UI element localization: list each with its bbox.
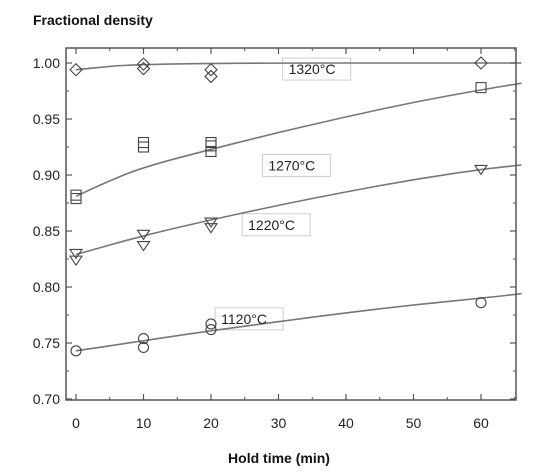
y-tick-label: 0.80 [33,279,60,295]
triangle-down-marker [203,217,219,229]
y-tick-label: 1.00 [33,55,60,71]
circle-marker [70,345,82,357]
curve-label: 1270°C [268,157,315,173]
x-tick-label: 10 [136,415,152,431]
y-tick-label: 0.95 [33,111,60,127]
axes: 0.70 0.75 0.80 0.85 0.90 0.95 1.00 0 10 20 30 40 50 6… [33,47,530,442]
curve-label: 1320°C [289,61,336,77]
x-tick-label: 30 [271,415,287,431]
fit-curve [75,62,522,71]
curve-label-box [241,213,311,237]
x-tick-label: 50 [406,415,422,431]
diamond-marker [136,57,151,71]
triangle-down-marker [68,248,84,260]
x-tick-label: 0 [72,415,80,431]
triangle-down-marker [473,164,489,176]
curve-label-boxes [214,57,352,331]
circle-marker [137,332,150,345]
square-marker [70,189,82,201]
triangle-down-marker [136,241,151,252]
x-tick-label: 40 [338,415,354,431]
fit-curves [75,62,522,352]
diamond-marker [69,62,83,77]
circle-marker [137,341,150,354]
y-axis-label-panel [14,0,189,42]
square-marker [205,136,217,149]
y-tick-label: 0.75 [33,335,60,351]
diamond-marker [474,56,488,70]
circle-marker [205,318,217,330]
x-tick-band [40,404,530,442]
fit-curve [75,82,522,198]
y-tick-label: 0.85 [33,223,60,239]
diamond-marker [204,62,218,77]
curve-label-box [261,153,331,177]
plot-frame [65,47,517,401]
data-markers [68,56,489,357]
triangle-down-marker [136,229,151,241]
y-tick-label: 0.90 [33,167,60,183]
curve-label: 1220°C [248,217,295,233]
square-marker [205,145,217,158]
x-tick-label: 60 [473,415,489,431]
curve-label: 1120°C [221,311,267,327]
triangle-down-marker [203,223,219,234]
circle-marker [205,324,217,336]
y-axis-label: Fractional density [33,12,153,28]
triangle-down-marker [68,255,84,267]
circle-marker [475,297,487,309]
fit-curve [75,164,522,256]
fit-curve [75,292,522,352]
diamond-marker [204,69,218,84]
square-marker [137,136,150,149]
x-tick-label: 20 [203,415,219,431]
curve-labels: 1320°C 1270°C 1220°C 1120°C [221,61,335,327]
y-tick-label: 0.70 [33,391,60,407]
curve-label-box [214,307,284,331]
x-axis-label: Hold time (min) [228,450,330,466]
square-marker [475,82,487,94]
